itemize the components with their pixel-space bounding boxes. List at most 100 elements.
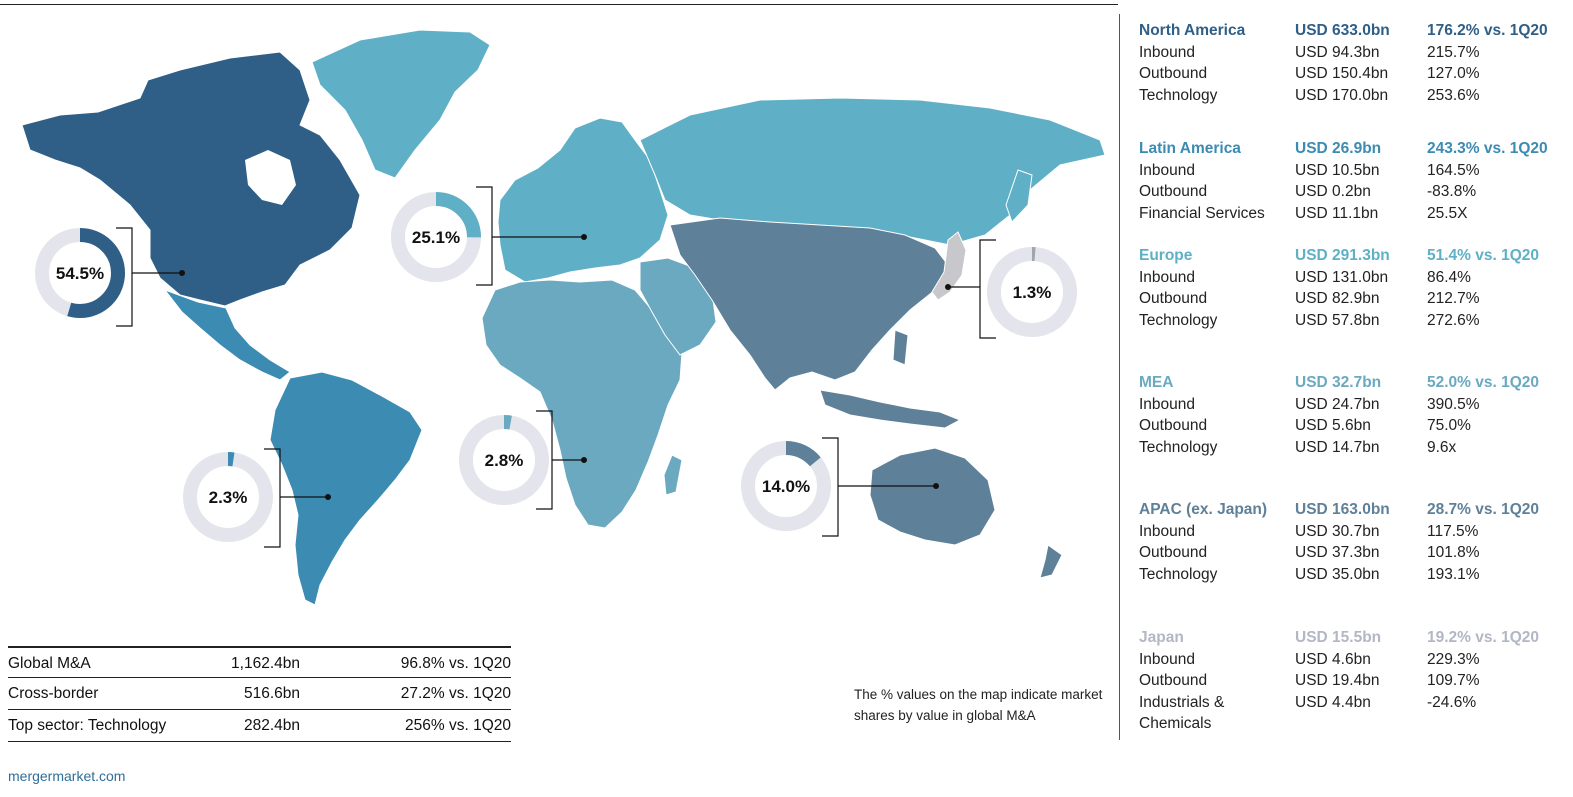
region-row: Inbound USD 4.6bn 229.3%: [1139, 649, 1569, 671]
row-value: USD 131.0bn: [1295, 268, 1389, 286]
region-name: Europe: [1139, 247, 1193, 264]
row-label: Financial Services: [1139, 204, 1265, 222]
row-value: USD 24.7bn: [1295, 395, 1380, 413]
summary-label: Global M&A: [8, 655, 91, 672]
middle-east-shape: [639, 257, 717, 356]
summary-change: 256% vs. 1Q20: [405, 717, 511, 734]
row-change: -24.6%: [1427, 693, 1477, 711]
region-row: Inbound USD 10.5bn 164.5%: [1139, 160, 1569, 182]
row-change: 25.5X: [1427, 204, 1468, 222]
donut-label: 14.0%: [762, 477, 810, 496]
top-rule: [0, 4, 1118, 5]
donut-share-arc: [183, 452, 273, 542]
region-row: Inbound USD 30.7bn 117.5%: [1139, 521, 1569, 543]
row-change: 117.5%: [1427, 522, 1479, 540]
callout-bracket-japan: [979, 239, 996, 339]
region-header: Latin America USD 26.9bn 243.3% vs. 1Q20: [1139, 138, 1569, 160]
donut-share-arc: [459, 415, 549, 505]
region-total: USD 163.0bn: [1295, 501, 1390, 518]
row-value: USD 30.7bn: [1295, 522, 1380, 540]
row-label: Outbound: [1139, 290, 1208, 307]
hudson-bay-shape: [245, 150, 296, 205]
summary-row-global: Global M&A 1,162.4bn 96.8% vs. 1Q20: [8, 646, 511, 678]
region-header: Europe USD 291.3bn 51.4% vs. 1Q20: [1139, 245, 1569, 267]
dot-europe: [581, 234, 587, 240]
region-row: Outbound USD 150.4bn 127.0%: [1139, 63, 1569, 85]
donut-label: 25.1%: [412, 228, 460, 247]
row-value: USD 10.5bn: [1295, 161, 1380, 179]
row-change: 9.6x: [1427, 438, 1457, 456]
summary-label: Cross-border: [8, 685, 99, 702]
region-row: Outbound USD 5.6bn 75.0%: [1139, 415, 1569, 437]
north-america-shape: [21, 51, 361, 307]
region-name: North America: [1139, 22, 1246, 39]
row-change: 164.5%: [1427, 161, 1480, 179]
region-row: Inbound USD 24.7bn 390.5%: [1139, 394, 1569, 416]
row-change: 253.6%: [1427, 86, 1480, 104]
row-change: 101.8%: [1427, 544, 1480, 561]
world-map: 54.5% 25.1% 1.3% 2.3% 2.8% 14.0%: [21, 29, 1106, 606]
row-label: Inbound: [1139, 43, 1196, 61]
region-row: Outbound USD 82.9bn 212.7%: [1139, 288, 1569, 310]
row-label: Inbound: [1139, 395, 1196, 413]
central-america-shape: [163, 288, 291, 381]
region-north-america: North America USD 633.0bn 176.2% vs. 1Q2…: [1139, 20, 1569, 106]
kamchatka-shape: [1005, 169, 1033, 223]
row-label: Inbound: [1139, 650, 1196, 668]
callout-bracket-europe: [476, 186, 493, 286]
callout-dots: [179, 234, 951, 500]
row-change: 127.0%: [1427, 65, 1480, 82]
region-row: Technology USD 170.0bn 253.6%: [1139, 85, 1569, 107]
region-row: Inbound USD 131.0bn 86.4%: [1139, 267, 1569, 289]
new-zealand-shape: [1039, 544, 1063, 579]
row-value: USD 170.0bn: [1295, 86, 1389, 104]
region-row: Outbound USD 0.2bn -83.8%: [1139, 181, 1569, 203]
region-apac: APAC (ex. Japan) USD 163.0bn 28.7% vs. 1…: [1139, 499, 1569, 585]
region-change: 176.2% vs. 1Q20: [1427, 22, 1548, 39]
row-change: 193.1%: [1427, 565, 1480, 583]
row-label: Outbound: [1139, 417, 1208, 434]
row-value: USD 37.3bn: [1295, 544, 1380, 561]
donut-label: 2.3%: [209, 488, 248, 507]
donut-label: 1.3%: [1013, 283, 1052, 302]
row-value: USD 19.4bn: [1295, 672, 1380, 689]
row-change: 215.7%: [1427, 43, 1480, 61]
region-total: USD 32.7bn: [1295, 374, 1382, 391]
summary-change: 27.2% vs. 1Q20: [400, 685, 511, 702]
row-change: -83.8%: [1427, 183, 1477, 200]
row-label: Inbound: [1139, 268, 1196, 286]
vertical-divider: [1119, 14, 1120, 740]
row-value: USD 11.1bn: [1295, 204, 1379, 222]
australia-shape: [869, 447, 996, 546]
dot-north-america: [179, 270, 185, 276]
row-value: USD 82.9bn: [1295, 290, 1380, 307]
region-row: Outbound USD 37.3bn 101.8%: [1139, 542, 1569, 564]
region-name: APAC (ex. Japan): [1139, 501, 1268, 518]
donut-latin-america: 2.3%: [183, 452, 273, 542]
asia-shape: [669, 217, 949, 391]
europe-shape: [497, 117, 669, 283]
donut-share-arc: [741, 441, 831, 531]
row-change: 109.7%: [1427, 672, 1480, 689]
madagascar-shape: [663, 454, 683, 496]
row-label: Technology: [1139, 565, 1218, 583]
row-value: USD 57.8bn: [1295, 311, 1380, 329]
dot-latin-america: [325, 494, 331, 500]
region-mea: MEA USD 32.7bn 52.0% vs. 1Q20 Inbound USD…: [1139, 372, 1569, 458]
row-value: USD 14.7bn: [1295, 438, 1380, 456]
row-label: Inbound: [1139, 522, 1196, 540]
row-value: USD 0.2bn: [1295, 183, 1371, 200]
region-row: Chemicals: [1139, 713, 1569, 735]
region-row: Technology USD 14.7bn 9.6x: [1139, 437, 1569, 459]
philippines-shape: [892, 329, 909, 366]
region-change: 243.3% vs. 1Q20: [1427, 140, 1548, 157]
row-change: 212.7%: [1427, 290, 1480, 307]
row-change: 272.6%: [1427, 311, 1480, 329]
summary-value: 516.6bn: [243, 685, 300, 702]
row-label: Outbound: [1139, 65, 1208, 82]
row-label: Technology: [1139, 438, 1218, 456]
donut-layer: 54.5% 25.1% 1.3% 2.3% 2.8% 14.0%: [35, 192, 1077, 542]
row-change: 229.3%: [1427, 650, 1480, 668]
row-value: USD 4.6bn: [1295, 650, 1371, 668]
row-change: 390.5%: [1427, 395, 1480, 413]
